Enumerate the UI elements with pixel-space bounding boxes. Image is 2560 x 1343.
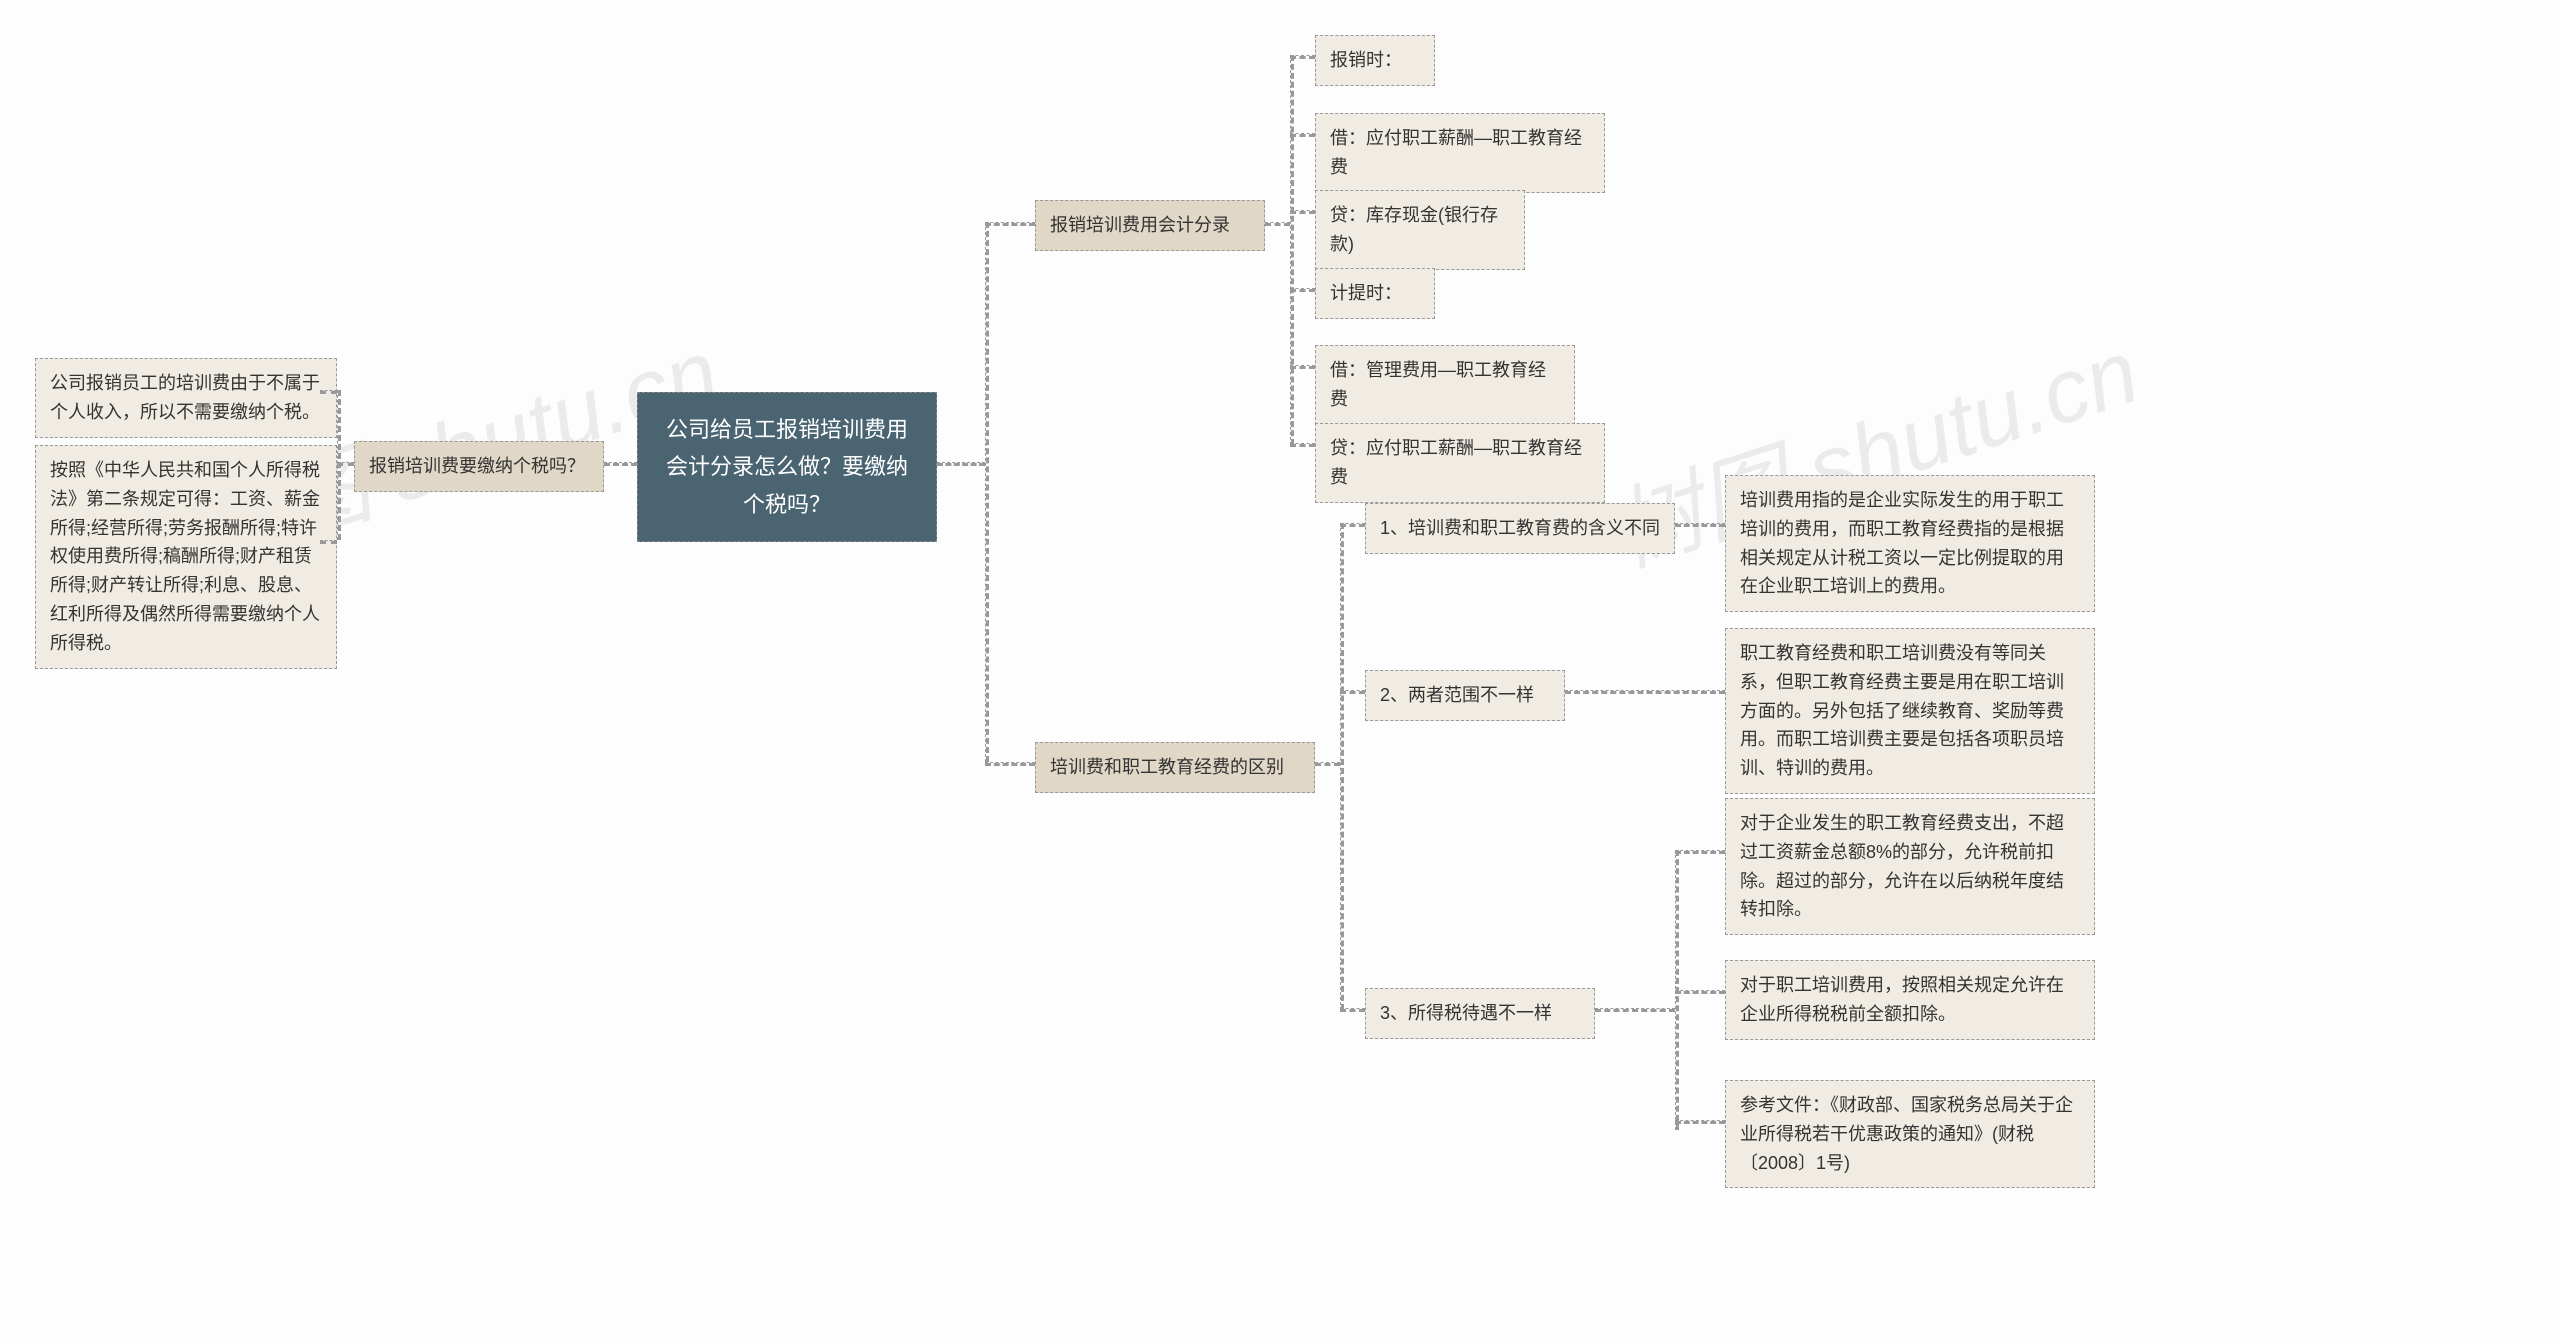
connector [337, 462, 354, 466]
left-answer-1: 公司报销员工的培训费由于不属于个人收入，所以不需要缴纳个税。 [35, 358, 337, 438]
connector [1290, 55, 1294, 445]
connector [1315, 762, 1340, 766]
connector [1565, 690, 1725, 694]
connector [1675, 523, 1725, 527]
connector [1675, 850, 1725, 854]
connector [1290, 55, 1315, 59]
r1-item-4: 借：管理费用—职工教育经费 [1315, 345, 1575, 425]
r1-title: 报销培训费用会计分录 [1035, 200, 1265, 251]
connector [320, 540, 337, 544]
connector [1290, 133, 1315, 137]
connector [985, 222, 1035, 226]
r1-item-1: 借：应付职工薪酬—职工教育经费 [1315, 113, 1605, 193]
r2-sub3: 3、所得税待遇不一样 [1365, 988, 1595, 1039]
r1-item-3: 计提时： [1315, 268, 1435, 319]
connector [1290, 210, 1315, 214]
connector [1290, 443, 1315, 447]
r1-item-2: 贷：库存现金(银行存款) [1315, 190, 1525, 270]
r2-sub2-desc: 职工教育经费和职工培训费没有等同关系，但职工教育经费主要是用在职工培训方面的。另… [1725, 628, 2095, 794]
r2-sub2: 2、两者范围不一样 [1365, 670, 1565, 721]
r2-sub3-d1: 对于企业发生的职工教育经费支出，不超过工资薪金总额8%的部分，允许税前扣除。超过… [1725, 798, 2095, 935]
connector [1290, 365, 1315, 369]
root-node: 公司给员工报销培训费用 会计分录怎么做？要缴纳 个税吗？ [637, 392, 937, 542]
connector [604, 462, 637, 466]
r1-item-0: 报销时： [1315, 35, 1435, 86]
root-line2: 会计分录怎么做？要缴纳 [658, 448, 916, 485]
connector [1340, 1008, 1365, 1012]
r2-sub3-d2: 对于职工培训费用，按照相关规定允许在企业所得税税前全额扣除。 [1725, 960, 2095, 1040]
connector [937, 462, 985, 466]
r2-title: 培训费和职工教育经费的区别 [1035, 742, 1315, 793]
connector [320, 390, 337, 394]
left-answer-2: 按照《中华人民共和国个人所得税法》第二条规定可得：工资、薪金所得;经营所得;劳务… [35, 445, 337, 669]
connector [1340, 523, 1365, 527]
root-line3: 个税吗？ [658, 486, 916, 523]
r2-sub1: 1、培训费和职工教育费的含义不同 [1365, 503, 1675, 554]
connector [1340, 523, 1344, 1010]
connector [985, 222, 989, 762]
connector [1675, 990, 1725, 994]
connector [1265, 222, 1290, 226]
connector [1290, 288, 1315, 292]
connector [1675, 1120, 1725, 1124]
r2-sub1-desc: 培训费用指的是企业实际发生的用于职工培训的费用，而职工教育经费指的是根据相关规定… [1725, 475, 2095, 612]
r2-sub3-d3: 参考文件：《财政部、国家税务总局关于企业所得税若干优惠政策的通知》(财税〔200… [1725, 1080, 2095, 1188]
connector [1340, 690, 1365, 694]
left-question: 报销培训费要缴纳个税吗？ [354, 441, 604, 492]
connector [1595, 1008, 1675, 1012]
r1-item-5: 贷：应付职工薪酬—职工教育经费 [1315, 423, 1605, 503]
connector [985, 762, 1035, 766]
root-line1: 公司给员工报销培训费用 [658, 411, 916, 448]
